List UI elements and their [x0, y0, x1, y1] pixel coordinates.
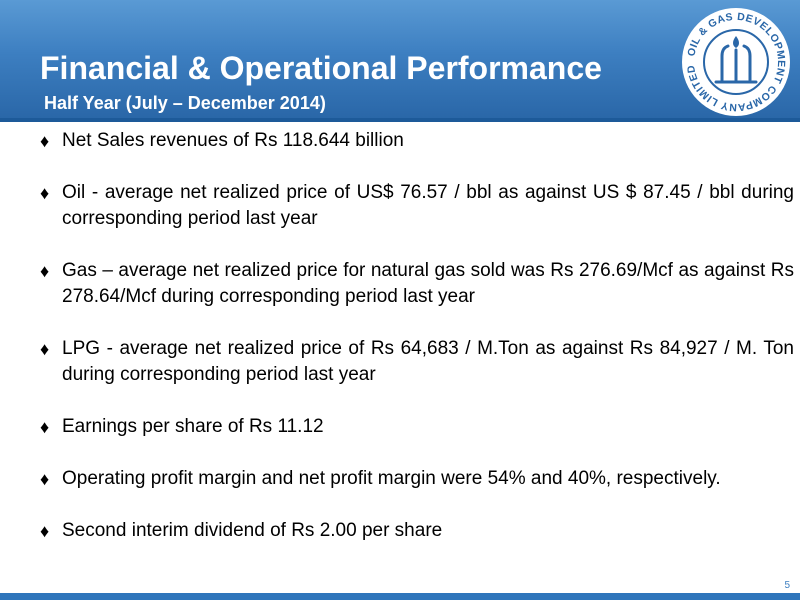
diamond-bullet-icon: ♦ — [40, 131, 50, 151]
bullet-text: LPG - average net realized price of Rs 6… — [62, 338, 794, 385]
bullet-profit-margin: ♦ Operating profit margin and net profit… — [38, 466, 794, 492]
bullet-lpg-price: ♦ LPG - average net realized price of Rs… — [38, 336, 794, 388]
bullet-net-sales: ♦ Net Sales revenues of Rs 118.644 billi… — [38, 128, 794, 154]
bullet-text: Earnings per share of Rs 11.12 — [62, 416, 324, 437]
slide-title: Financial & Operational Performance — [40, 50, 602, 86]
diamond-bullet-icon: ♦ — [40, 339, 50, 359]
company-logo: OIL & GAS DEVELOPMENT COMPANY LIMITED — [682, 8, 790, 116]
bullet-text: Gas – average net realized price for nat… — [62, 260, 794, 307]
header-divider — [0, 118, 800, 122]
slide-subtitle: Half Year (July – December 2014) — [44, 93, 326, 113]
logo-emblem-icon — [714, 44, 758, 84]
bullet-text: Operating profit margin and net profit m… — [62, 468, 721, 489]
slide-header — [0, 0, 800, 118]
bullet-text: Oil - average net realized price of US$ … — [62, 182, 794, 229]
bullet-text: Second interim dividend of Rs 2.00 per s… — [62, 520, 443, 541]
bullet-dividend: ♦ Second interim dividend of Rs 2.00 per… — [38, 518, 794, 544]
bullet-oil-price: ♦ Oil - average net realized price of US… — [38, 180, 794, 232]
bullet-list: ♦ Net Sales revenues of Rs 118.644 billi… — [38, 128, 794, 570]
bullet-gas-price: ♦ Gas – average net realized price for n… — [38, 258, 794, 310]
bullet-eps: ♦ Earnings per share of Rs 11.12 — [38, 414, 794, 440]
diamond-bullet-icon: ♦ — [40, 183, 50, 203]
diamond-bullet-icon: ♦ — [40, 261, 50, 281]
bullet-text: Net Sales revenues of Rs 118.644 billion — [62, 130, 404, 151]
diamond-bullet-icon: ♦ — [40, 417, 50, 437]
diamond-bullet-icon: ♦ — [40, 521, 50, 541]
diamond-bullet-icon: ♦ — [40, 469, 50, 489]
footer-bar — [0, 593, 800, 600]
page-number: 5 — [784, 580, 790, 591]
